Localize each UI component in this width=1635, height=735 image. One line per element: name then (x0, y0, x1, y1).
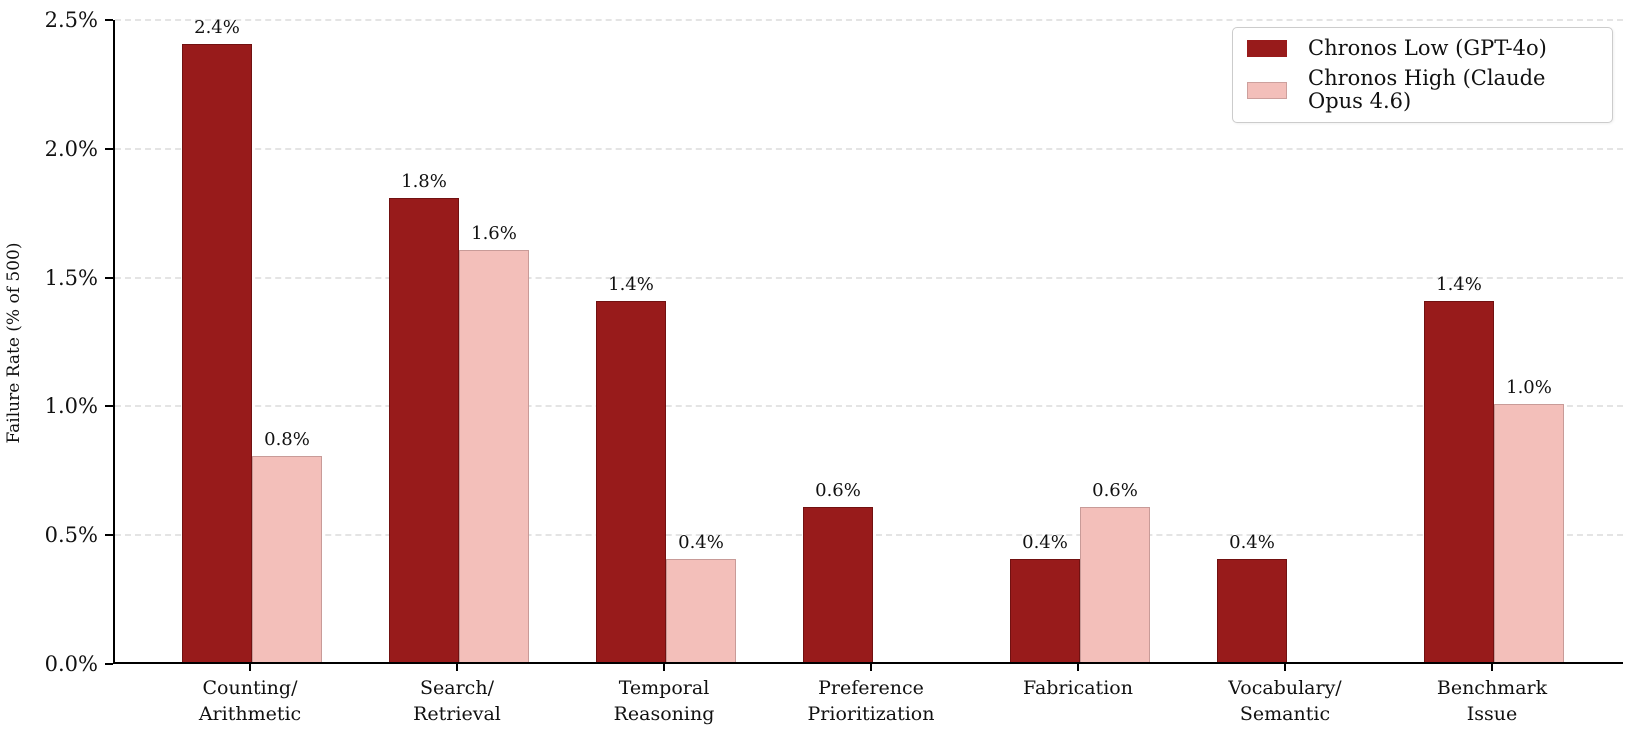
x-tick-mark (1077, 664, 1079, 671)
legend-swatch-chronos-high (1247, 81, 1287, 99)
x-tick-mark (1491, 664, 1493, 671)
bar-value-label: 0.6% (1092, 480, 1138, 502)
bar-chronos-low (182, 43, 252, 662)
x-tick-label-5: Vocabulary/ Semantic (1228, 677, 1342, 725)
bar-value-label: 1.0% (1506, 377, 1552, 399)
bar-chronos-high (459, 249, 529, 662)
bar-value-label: 0.4% (1022, 531, 1068, 553)
bar-value-label: 0.4% (1229, 531, 1275, 553)
bar-chronos-low (803, 507, 873, 662)
y-tick-label: 1.5% (44, 265, 98, 290)
x-tick-label-3: Preference Prioritization (807, 677, 935, 725)
bar-value-label: 1.6% (471, 222, 517, 244)
y-axis-title: Failure Rate (% of 500) (4, 242, 24, 444)
y-tick-label: 2.5% (44, 8, 98, 32)
legend-label-chronos-low: Chronos Low (GPT-4o) (1308, 36, 1547, 60)
x-tick-mark (870, 664, 872, 671)
x-tick-label-0: Counting/ Arithmetic (198, 677, 302, 725)
legend-item-chronos-high: Chronos High (Claude Opus 4.6) (1247, 66, 1598, 114)
y-tick-mark (105, 405, 113, 408)
bar-value-label: 1.8% (401, 171, 447, 193)
bar-chronos-low (1010, 558, 1080, 662)
bar-chronos-high (1494, 404, 1564, 662)
y-tick-mark (105, 19, 113, 21)
y-tick-mark (105, 276, 113, 279)
x-tick-label-1: Search/ Retrieval (413, 677, 501, 725)
bar-value-label: 0.6% (815, 480, 861, 502)
bar-chronos-low (596, 301, 666, 662)
x-tick-label-4: Fabrication (1023, 677, 1133, 699)
x-tick-label-2: Temporal Reasoning (613, 677, 715, 725)
bar-chronos-high (1080, 507, 1150, 662)
y-tick-mark (105, 147, 113, 150)
x-tick-mark (456, 664, 458, 671)
bar-chronos-high (252, 455, 322, 662)
y-tick-label: 2.0% (44, 136, 98, 161)
x-tick-mark (1284, 664, 1286, 671)
bar-chronos-high (666, 558, 736, 662)
legend-label-chronos-high: Chronos High (Claude Opus 4.6) (1308, 66, 1546, 114)
bar-value-label: 0.8% (264, 428, 310, 450)
y-tick-label: 0.0% (44, 652, 98, 676)
bar-chronos-low (1424, 301, 1494, 662)
gridline (115, 405, 1623, 408)
gridline (115, 19, 1623, 21)
gridline (115, 147, 1623, 150)
bar-chronos-low (389, 198, 459, 662)
bar-value-label: 0.4% (678, 531, 724, 553)
gridline (115, 276, 1623, 279)
bar-value-label: 2.4% (194, 16, 240, 38)
x-tick-mark (249, 664, 251, 671)
legend-swatch-chronos-low (1247, 40, 1287, 58)
plot-area: 2.4% 0.8% 1.8% 1.6% 1.4% 0.4% 0.6% 0.4% 0.6% 0.4%… (113, 16, 1623, 664)
legend: Chronos Low (GPT-4o) Chronos High (Claud… (1232, 27, 1613, 124)
legend-item-chronos-low: Chronos Low (GPT-4o) (1247, 36, 1598, 60)
bar-value-label: 1.4% (608, 274, 654, 296)
y-tick-mark (105, 663, 113, 665)
bar-value-label: 1.4% (1436, 274, 1482, 296)
bar-chronos-low (1217, 558, 1287, 662)
y-tick-label: 1.0% (44, 394, 98, 419)
y-tick-label: 0.5% (44, 523, 98, 548)
y-tick-mark (105, 534, 113, 537)
x-tick-mark (663, 664, 665, 671)
x-tick-label-6: Benchmark Issue (1436, 677, 1548, 725)
